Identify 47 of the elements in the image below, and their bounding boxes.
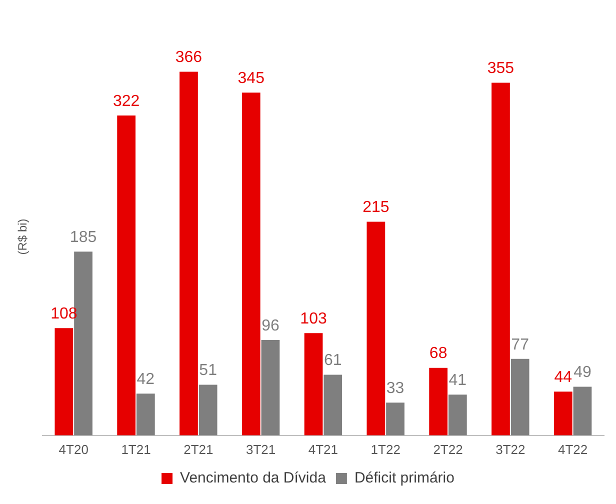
bar [324, 374, 342, 436]
data-label: 41 [448, 372, 467, 390]
data-label: 108 [50, 306, 78, 323]
bar [242, 92, 260, 436]
bar [492, 82, 510, 436]
bar [573, 386, 592, 436]
x-tick-label: 2T21 [184, 442, 214, 457]
bar [366, 222, 386, 436]
data-label: 42 [136, 371, 155, 388]
data-label: 345 [238, 70, 265, 88]
data-label: 185 [70, 229, 97, 246]
x-tick-label: 4T21 [308, 442, 338, 457]
data-label: 322 [112, 92, 140, 110]
x-tick-label: 3T21 [246, 442, 276, 457]
data-label: 49 [574, 364, 592, 382]
y-axis-title: (R$ bi) [16, 218, 30, 255]
x-tick-label: 4T20 [58, 442, 88, 457]
data-label: 215 [362, 199, 390, 216]
x-tick-label: 2T22 [433, 442, 463, 457]
bar [117, 115, 136, 436]
bar [554, 392, 572, 436]
bar [510, 358, 530, 436]
bar [429, 368, 448, 436]
data-label: 355 [487, 60, 514, 78]
x-tick-label: 4T22 [558, 442, 588, 457]
bar [261, 340, 280, 436]
bar [136, 394, 155, 436]
x-tick-label: 1T22 [370, 442, 400, 457]
x-tick-label: 1T21 [121, 442, 151, 457]
data-label: 96 [262, 317, 280, 334]
data-label: 68 [429, 345, 448, 362]
data-label: 33 [386, 380, 404, 398]
bar [198, 384, 218, 436]
bar [448, 394, 467, 436]
data-label: 366 [175, 49, 202, 66]
bar [180, 72, 198, 436]
legend-label: Vencimento da Dívida [180, 470, 327, 487]
x-tick-label: 3T22 [496, 442, 526, 457]
data-label: 103 [300, 310, 327, 328]
bar [304, 333, 323, 436]
data-label: 51 [199, 362, 218, 380]
data-label: 61 [324, 352, 342, 370]
data-label: 44 [554, 369, 572, 386]
data-label: 77 [511, 336, 530, 354]
bar [54, 328, 74, 436]
legend-label: Déficit primário [354, 470, 454, 487]
bar [386, 402, 404, 436]
